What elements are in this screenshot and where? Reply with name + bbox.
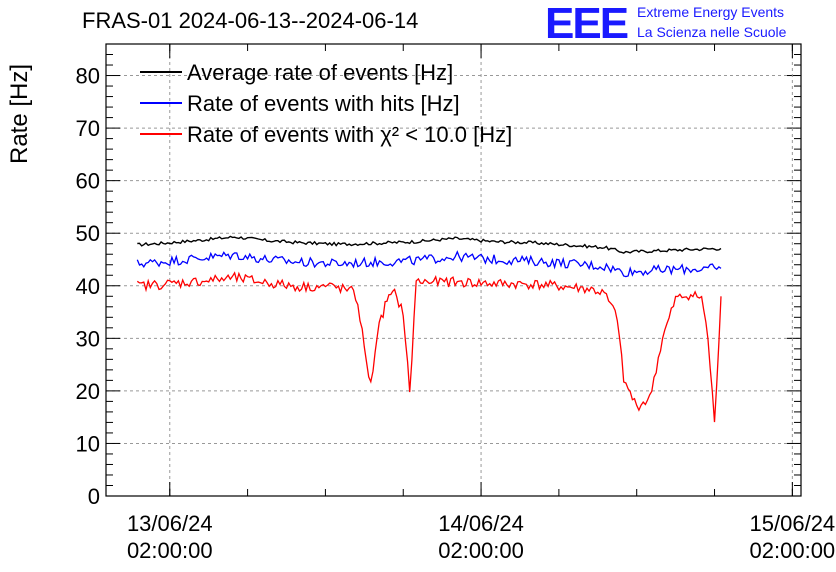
y-tick-label: 10 [76, 431, 100, 456]
y-tick-label: 40 [76, 274, 100, 299]
x-tick-date-label: 13/06/24 [127, 511, 213, 536]
y-tick-label: 80 [76, 64, 100, 89]
legend-label-3: Rate of events with χ² < 10.0 [Hz] [187, 122, 512, 147]
eee-logo: EEE [545, 0, 629, 48]
legend-label-2: Rate of events with hits [Hz] [187, 91, 460, 116]
x-tick-time-label: 02:00:00 [127, 538, 213, 563]
logo-caption: Extreme Energy Events La Scienza nelle S… [637, 2, 786, 42]
y-axis-label: Rate [Hz] [6, 63, 33, 164]
y-tick-label: 20 [76, 379, 100, 404]
y-tick-label: 50 [76, 221, 100, 246]
plot-frame [105, 43, 802, 497]
series-line-3 [136, 271, 722, 423]
logo-line-1: Extreme Energy Events [637, 4, 785, 20]
x-tick-time-label: 02:00:00 [438, 538, 524, 563]
logo-line-2: La Scienza nelle Scuole [637, 24, 787, 40]
x-tick-date-label: 15/06/24 [750, 511, 836, 536]
series-line-1 [137, 235, 722, 254]
y-tick-label: 0 [88, 484, 100, 509]
chart-title: FRAS-01 2024-06-13--2024-06-14 [82, 8, 419, 33]
y-tick-label: 70 [76, 116, 100, 141]
x-tick-date-label: 14/06/24 [438, 511, 524, 536]
y-tick-label: 30 [76, 326, 100, 351]
x-tick-time-label: 02:00:00 [750, 538, 836, 563]
y-tick-label: 60 [76, 169, 100, 194]
series-line-2 [136, 250, 722, 278]
legend-label-1: Average rate of events [Hz] [187, 60, 453, 85]
